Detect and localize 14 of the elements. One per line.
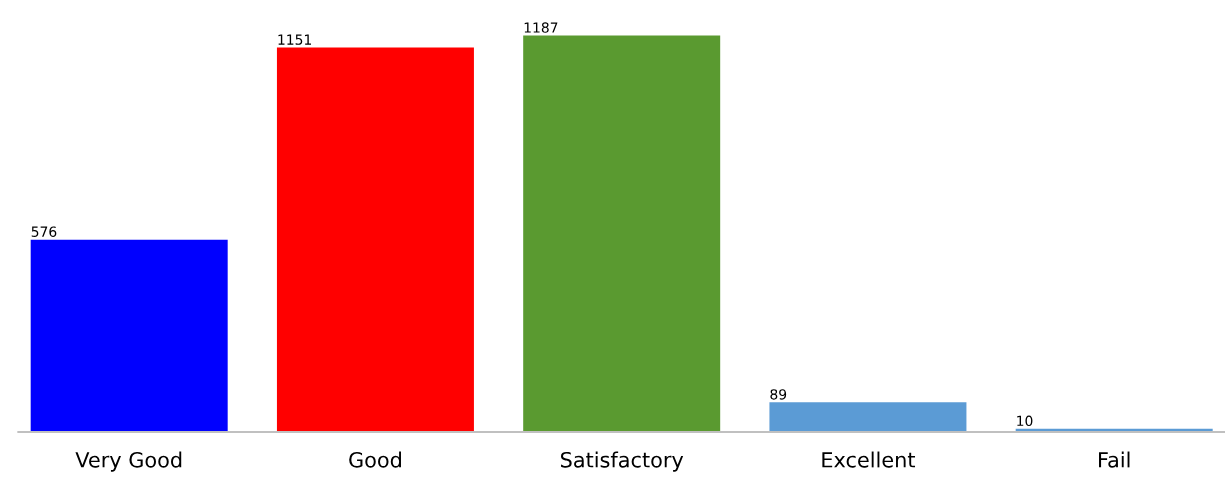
x-tick-label: Satisfactory — [560, 451, 684, 472]
data-label: 1151 — [278, 34, 311, 45]
bar — [523, 35, 721, 433]
data-label: 10 — [1017, 415, 1033, 427]
bar — [30, 239, 228, 433]
x-tick-label: Good — [349, 451, 401, 468]
bar — [769, 402, 967, 433]
x-tick-label: Excellent — [822, 451, 916, 468]
bar — [276, 47, 474, 433]
data-label: 89 — [770, 389, 787, 400]
data-label: 576 — [31, 226, 57, 237]
data-label: 1187 — [524, 22, 558, 33]
x-tick-label: Very Good — [75, 451, 182, 472]
x-tick-label: Fail — [1099, 451, 1130, 468]
